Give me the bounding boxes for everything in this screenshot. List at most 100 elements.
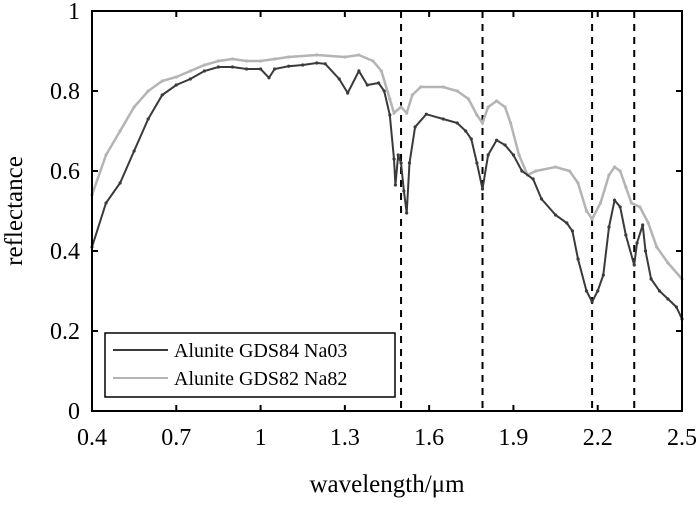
data-point <box>441 85 445 89</box>
data-point <box>646 221 650 225</box>
data-point <box>553 213 558 217</box>
data-point <box>517 153 521 157</box>
data-point <box>503 143 507 147</box>
data-point <box>399 161 403 165</box>
y-tick-label: 0.8 <box>50 79 80 105</box>
x-tick-label: 1.3 <box>330 425 360 451</box>
legend-label-0: Alunite GDS84 Na03 <box>174 340 347 362</box>
data-point <box>607 173 611 177</box>
y-tick-label: 0.6 <box>50 159 80 185</box>
y-tick-label: 0.4 <box>50 239 80 265</box>
data-point <box>666 297 670 301</box>
data-point <box>480 121 485 125</box>
data-point <box>244 67 249 71</box>
legend: Alunite GDS84 Na03 Alunite GDS82 Na82 <box>104 332 396 398</box>
data-point <box>638 205 642 209</box>
x-tick-label: 2.2 <box>583 425 613 451</box>
data-point <box>570 229 575 233</box>
data-point <box>641 223 645 227</box>
series-line-0 <box>91 61 683 320</box>
data-point <box>405 211 409 215</box>
data-point <box>475 113 479 117</box>
y-axis-label: reflectance <box>1 156 28 266</box>
data-point <box>666 261 670 265</box>
data-point <box>584 209 589 213</box>
data-point <box>598 201 603 205</box>
data-point <box>576 257 580 261</box>
series-1 <box>90 53 684 281</box>
series-0 <box>90 61 684 321</box>
data-point <box>402 189 406 193</box>
data-point <box>607 225 611 229</box>
data-point <box>590 217 594 221</box>
data-point <box>590 300 594 304</box>
data-point <box>503 105 507 109</box>
data-point <box>520 169 524 173</box>
data-point <box>618 169 622 173</box>
data-point <box>202 69 206 73</box>
data-point <box>424 112 428 116</box>
data-point <box>657 289 662 293</box>
data-point <box>188 69 192 73</box>
data-point <box>357 69 361 73</box>
data-point <box>576 181 580 185</box>
data-point <box>568 169 572 173</box>
data-point <box>132 105 136 109</box>
data-point <box>174 83 178 87</box>
data-point <box>624 233 628 237</box>
data-point <box>230 65 235 69</box>
data-point <box>596 289 600 293</box>
data-point <box>469 137 473 141</box>
data-point <box>464 129 468 133</box>
data-point <box>146 89 150 93</box>
data-point <box>405 111 409 115</box>
data-point <box>534 169 538 173</box>
x-tick-label: 0.7 <box>161 425 191 451</box>
data-point <box>216 59 221 63</box>
data-point <box>643 249 648 253</box>
data-point <box>376 81 381 85</box>
data-point <box>343 55 347 59</box>
data-point <box>315 61 319 65</box>
series-group <box>90 53 684 321</box>
data-point <box>118 181 122 185</box>
data-point <box>486 153 490 157</box>
data-point <box>146 117 150 121</box>
x-tick-label: 1.6 <box>414 425 444 451</box>
data-point <box>346 91 350 95</box>
data-point <box>244 59 249 63</box>
data-point <box>287 55 291 59</box>
data-point <box>104 153 108 157</box>
data-point <box>618 205 622 209</box>
data-point <box>273 67 277 71</box>
x-tick-label: 1 <box>255 425 267 451</box>
x-tick-label: 2.5 <box>667 425 697 451</box>
data-point <box>494 138 499 142</box>
data-point <box>392 157 396 161</box>
data-point <box>601 273 605 277</box>
data-point <box>410 93 414 97</box>
data-point <box>323 62 327 66</box>
data-point <box>315 53 319 57</box>
data-point <box>216 65 221 69</box>
data-point <box>649 277 653 281</box>
data-point <box>382 89 386 93</box>
data-point <box>365 83 369 87</box>
data-point <box>267 76 271 80</box>
x-tick-label: 0.4 <box>77 425 107 451</box>
data-point <box>258 59 263 63</box>
data-point <box>509 121 513 125</box>
data-point <box>396 153 400 157</box>
x-tick-label: 1.9 <box>498 425 528 451</box>
reference-lines <box>400 11 636 411</box>
data-point <box>486 105 490 109</box>
data-point <box>258 67 263 71</box>
data-point <box>413 125 417 129</box>
data-point <box>301 63 305 67</box>
data-point <box>629 201 634 205</box>
data-point <box>132 149 136 153</box>
data-point <box>511 153 516 157</box>
data-point <box>553 165 558 169</box>
data-point <box>202 63 206 67</box>
